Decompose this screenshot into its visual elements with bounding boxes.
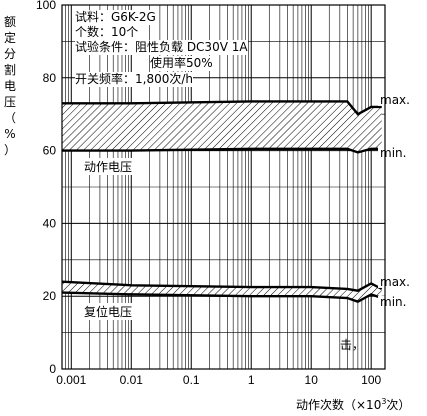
x-axis-label-suffix: 次） [386, 398, 411, 412]
y-tick-label: 80 [43, 71, 57, 85]
y-tick-label: 20 [43, 289, 57, 303]
cropped-edge-text: 击， [340, 338, 365, 352]
x-tick-label: 0.001 [56, 373, 86, 387]
plot-frame [61, 4, 386, 370]
x-tick-label: 100 [361, 373, 381, 387]
condition-sample: 试料：G6K-2G [75, 10, 156, 25]
y-tick-label: 0 [49, 362, 56, 376]
x-tick-label: 0.01 [120, 373, 144, 387]
x-axis-label-exponent: 3 [381, 397, 387, 406]
x-axis-label: 动作次数（×103次） [296, 396, 410, 413]
min-label-1: min. [380, 295, 406, 309]
min-label-bg-0 [378, 146, 412, 159]
band-min-line-1 [61, 291, 383, 303]
y-axis-label-char: ） [3, 143, 16, 157]
x-tick-label: 1 [248, 373, 255, 387]
band-min-line-0 [62, 147, 382, 154]
condition-frequency: 开关频率：1,800次/h [75, 72, 194, 87]
y-tick-label: 60 [43, 144, 57, 158]
y-axis-label-char: 电 [3, 79, 16, 93]
y-axis-label-char: 割 [3, 63, 16, 77]
min-label-0: min. [380, 146, 406, 160]
band-max-line-1 [61, 280, 383, 292]
y-axis-label-char: % [4, 127, 16, 141]
x-axis-label-prefix: 动作次数（×10 [296, 398, 382, 412]
band-area-0 [62, 101, 382, 153]
y-axis-label-char: 定 [3, 31, 16, 45]
condition-count: 个数：10个 [75, 25, 139, 40]
max-label-bg-1 [378, 275, 416, 288]
series-label-operate: 动作电压 [82, 158, 135, 175]
y-axis-label-char: 分 [3, 47, 16, 61]
x-tick-label: 10 [305, 373, 319, 387]
y-tick-label: 40 [43, 216, 57, 230]
y-axis-label-char: 额 [3, 15, 16, 29]
series-label-release: 复位电压 [82, 303, 135, 320]
min-label-bg-1 [378, 296, 412, 309]
y-axis-label: 额定分割电压 （% ） [2, 14, 18, 158]
max-label-0: max. [380, 93, 410, 107]
max-label-1: max. [380, 275, 410, 289]
max-label-bg-0 [378, 93, 416, 106]
y-tick-label: 100 [36, 0, 56, 12]
x-tick-label: 0.1 [183, 373, 200, 387]
band-area-1 [62, 281, 382, 302]
y-axis-label-char: 压 [3, 95, 16, 109]
condition-test: 试验条件：阻性负载 DC30V 1A [75, 40, 248, 55]
condition-duty: 使用率50% [150, 56, 213, 71]
y-axis-label-char: （ [3, 111, 16, 125]
band-max-line-0 [62, 100, 382, 116]
